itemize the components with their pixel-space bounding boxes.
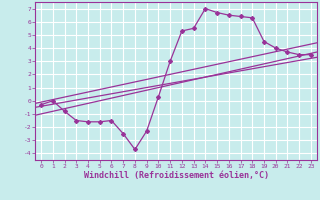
X-axis label: Windchill (Refroidissement éolien,°C): Windchill (Refroidissement éolien,°C) — [84, 171, 268, 180]
